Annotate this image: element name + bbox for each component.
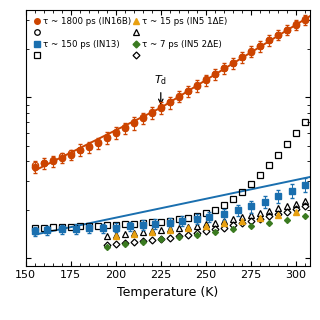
Legend: τ ~ 1800 ps (IN16B), , τ ~ 150 ps (IN13), , τ ~ 15 ps (IN5 1ΔE), , τ ~ 7 ps (IN5: τ ~ 1800 ps (IN16B), , τ ~ 150 ps (IN13)… bbox=[30, 14, 231, 63]
Text: $T_{\mathrm{d}}$: $T_{\mathrm{d}}$ bbox=[154, 73, 167, 104]
X-axis label: Temperature (K): Temperature (K) bbox=[117, 286, 219, 299]
